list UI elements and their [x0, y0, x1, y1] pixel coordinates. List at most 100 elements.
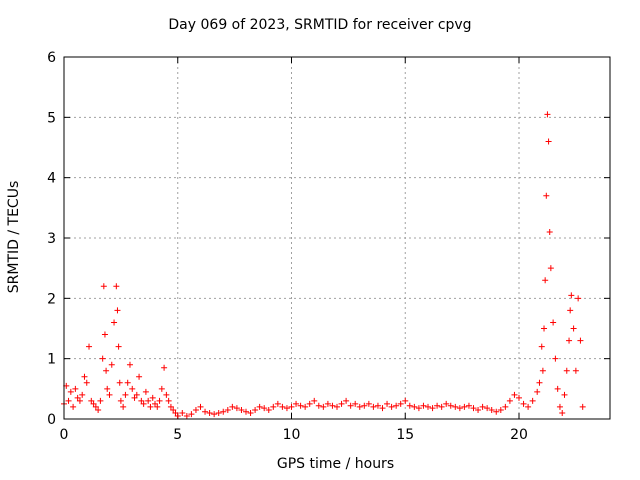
data-point	[529, 397, 536, 404]
data-point	[338, 400, 345, 407]
data-point	[447, 402, 454, 409]
data-point	[536, 379, 543, 386]
data-point	[116, 379, 123, 386]
data-point	[103, 367, 110, 374]
data-point	[92, 403, 99, 410]
x-tick-label: 15	[396, 427, 414, 443]
data-point	[324, 400, 331, 407]
data-point	[297, 402, 304, 409]
data-point	[411, 403, 418, 410]
x-tick-label: 0	[60, 427, 69, 443]
data-point	[274, 400, 281, 407]
data-point	[415, 405, 422, 412]
data-point	[126, 361, 133, 368]
data-point	[152, 400, 158, 407]
data-point	[65, 397, 72, 404]
data-point	[488, 406, 495, 413]
y-tick-label: 6	[47, 50, 56, 66]
y-tick-label: 3	[47, 231, 56, 247]
y-axis-ticks: 0 1 2 3 4 5 6	[47, 50, 610, 428]
y-tick-label: 4	[47, 171, 56, 187]
y-tick-label: 1	[47, 352, 56, 368]
data-point	[429, 405, 436, 412]
data-point	[138, 397, 145, 404]
data-point	[567, 307, 574, 314]
data-point	[124, 379, 131, 386]
data-point	[83, 379, 90, 386]
data-point	[361, 402, 368, 409]
data-point	[114, 307, 121, 314]
data-point	[202, 408, 209, 415]
data-point	[170, 406, 177, 413]
data-point	[172, 409, 179, 416]
data-point	[197, 403, 204, 410]
data-point	[320, 403, 327, 410]
data-point	[561, 391, 568, 398]
data-point	[99, 355, 106, 362]
data-point	[104, 385, 111, 392]
data-point	[563, 367, 570, 374]
data-point	[420, 402, 427, 409]
data-point	[265, 406, 272, 413]
data-point	[238, 406, 245, 413]
data-point	[365, 400, 372, 407]
data-point	[374, 402, 381, 409]
data-point	[443, 400, 450, 407]
data-point	[556, 403, 563, 410]
data-point	[572, 367, 579, 374]
data-point	[502, 403, 509, 410]
data-point	[161, 364, 168, 371]
data-point	[506, 397, 513, 404]
data-point	[534, 388, 541, 395]
data-point	[67, 388, 74, 395]
data-point	[261, 405, 268, 412]
data-point	[311, 397, 318, 404]
data-point	[434, 402, 441, 409]
data-point	[95, 406, 102, 413]
data-point	[163, 391, 170, 398]
data-point	[131, 394, 138, 401]
data-point	[215, 409, 222, 416]
data-point	[233, 405, 240, 412]
data-point	[577, 337, 584, 344]
data-point	[356, 403, 363, 410]
data-point	[129, 385, 136, 392]
data-point	[347, 402, 354, 409]
data-point	[461, 403, 468, 410]
data-point	[579, 403, 586, 410]
y-tick-label: 2	[47, 291, 56, 307]
data-point	[497, 406, 504, 413]
y-tick-label: 5	[47, 110, 56, 126]
data-point	[315, 402, 322, 409]
data-point	[147, 403, 154, 410]
data-point	[456, 405, 463, 412]
data-point	[229, 403, 236, 410]
data-point	[465, 402, 472, 409]
data-point	[211, 411, 218, 418]
data-point	[384, 400, 391, 407]
data-point	[140, 400, 147, 407]
data-point	[544, 111, 551, 118]
data-point	[145, 397, 152, 404]
data-point	[224, 406, 231, 413]
data-point	[293, 400, 300, 407]
y-axis-label: SRMTID / TECUs	[6, 180, 22, 294]
data-point	[256, 403, 263, 410]
data-point	[70, 403, 77, 410]
data-point	[543, 192, 550, 199]
data-point	[156, 397, 163, 404]
data-point	[470, 405, 477, 412]
data-point	[86, 343, 93, 350]
data-point	[101, 331, 108, 338]
data-point	[452, 403, 459, 410]
data-point	[542, 277, 549, 284]
data-point	[550, 319, 557, 326]
data-point	[81, 373, 88, 380]
data-point	[484, 405, 491, 412]
data-point	[539, 367, 546, 374]
data-point	[397, 400, 404, 407]
data-point	[306, 400, 313, 407]
data-point	[343, 397, 350, 404]
data-point	[393, 402, 400, 409]
